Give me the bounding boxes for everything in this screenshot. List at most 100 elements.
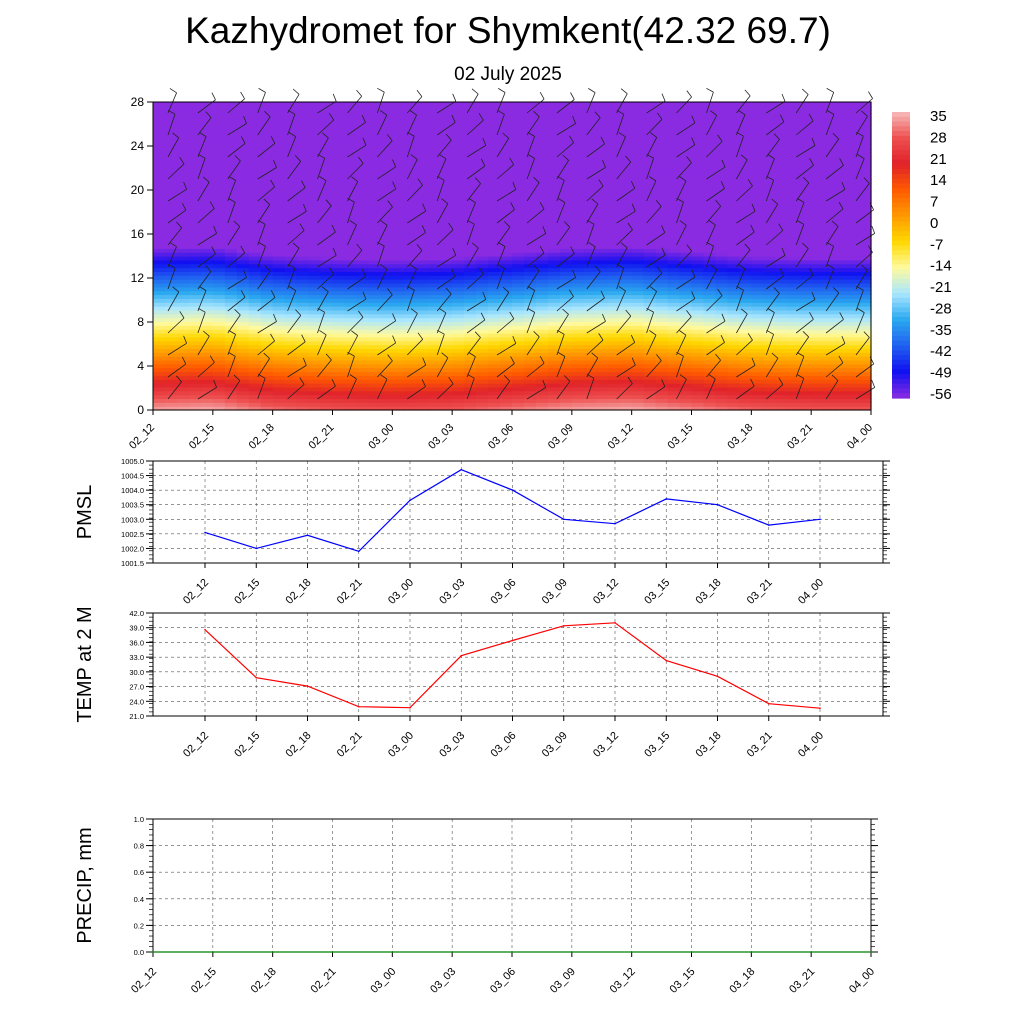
wind-barb xyxy=(167,227,183,246)
heatmap-cell xyxy=(332,148,346,153)
heatmap-cell xyxy=(464,121,477,126)
heatmap-cell xyxy=(559,205,573,211)
heatmap-cell xyxy=(535,375,549,380)
heatmap-cell xyxy=(667,309,681,315)
wind-barb xyxy=(197,362,215,378)
heatmap-cell xyxy=(571,406,585,411)
heatmap-cell xyxy=(523,352,537,357)
heatmap-cell xyxy=(823,167,836,172)
heatmap-cell xyxy=(164,121,178,126)
heatmap-cell xyxy=(176,248,190,253)
heatmap-cell xyxy=(200,125,214,130)
heatmap-cell xyxy=(655,329,669,334)
heatmap-cell xyxy=(799,105,812,111)
heatmap-cell xyxy=(811,263,824,269)
heatmap-cell xyxy=(643,294,657,299)
heatmap-cell xyxy=(703,406,717,411)
heatmap-cell xyxy=(428,306,441,311)
heatmap-cell xyxy=(811,117,824,122)
heatmap-cell xyxy=(679,356,693,361)
heatmap-cell xyxy=(847,406,860,411)
heatmap-cell xyxy=(787,171,800,176)
heatmap-cell xyxy=(583,132,597,138)
heatmap-cell xyxy=(380,275,393,280)
heatmap-cell xyxy=(200,359,214,365)
heatmap-cell xyxy=(859,279,872,284)
heatmap-cell xyxy=(655,136,669,142)
heatmap-cell xyxy=(248,217,262,222)
heatmap-cell xyxy=(404,117,417,122)
heatmap-cell xyxy=(176,359,190,365)
heatmap-cell xyxy=(559,125,573,130)
heatmap-cell xyxy=(380,125,393,130)
heatmap-cell xyxy=(835,125,848,130)
heatmap-cell xyxy=(188,236,202,242)
heatmap-cell xyxy=(619,402,633,407)
heatmap-cell xyxy=(332,163,346,169)
wind-barb-flag xyxy=(361,269,366,277)
heatmap-cell xyxy=(559,248,573,253)
heatmap-cell xyxy=(380,182,393,188)
wind-barb-flag xyxy=(303,203,307,212)
heatmap-cell xyxy=(284,309,298,315)
heatmap-cell xyxy=(164,175,178,180)
heatmap-cell xyxy=(416,217,429,222)
heatmap-cell xyxy=(691,352,705,357)
heatmap-cell xyxy=(512,232,525,238)
heatmap-cell xyxy=(763,132,776,138)
heatmap-cell xyxy=(691,232,705,238)
heatmap-cell xyxy=(176,125,190,130)
heatmap-cell xyxy=(751,406,764,411)
heatmap-cell xyxy=(763,144,776,149)
heatmap-cell xyxy=(284,128,298,134)
heatmap-cell xyxy=(392,344,405,349)
heatmap-cell xyxy=(703,267,717,272)
heatmap-cell xyxy=(260,398,274,403)
heatmap-cell xyxy=(452,406,465,411)
heatmap-cell xyxy=(595,271,609,276)
heatmap-cell xyxy=(859,167,872,172)
heatmap-cell xyxy=(392,340,405,346)
heatmap-cell xyxy=(835,109,848,115)
heatmap-cell xyxy=(284,267,298,272)
heatmap-cell xyxy=(823,229,836,234)
heatmap-cell xyxy=(751,248,764,253)
heatmap-cell xyxy=(679,267,693,272)
heatmap-cell xyxy=(655,336,669,342)
heatmap-cell xyxy=(416,383,429,388)
heatmap-cell xyxy=(751,194,764,199)
heatmap-cell xyxy=(787,263,800,269)
heatmap-cell xyxy=(787,252,800,257)
heatmap-cell xyxy=(667,102,681,107)
heatmap-cell xyxy=(715,356,728,361)
heatmap-cell xyxy=(404,167,417,172)
heatmap-cell xyxy=(392,282,405,288)
heatmap-cell xyxy=(739,186,752,192)
heatmap-cell xyxy=(571,386,585,392)
heatmap-cell xyxy=(559,386,573,392)
heatmap-cell xyxy=(440,167,453,172)
heatmap-cell xyxy=(799,290,812,296)
heatmap-cell xyxy=(715,263,728,269)
heatmap-cell xyxy=(715,259,728,265)
heatmap-cell xyxy=(368,294,381,299)
heatmap-cell xyxy=(476,236,489,242)
heatmap-cell xyxy=(643,256,657,261)
heatmap-cell xyxy=(176,317,190,323)
heatmap-cell xyxy=(847,356,860,361)
heatmap-cell xyxy=(703,144,717,149)
heatmap-cell xyxy=(667,344,681,349)
heatmap-cell xyxy=(416,128,429,134)
heatmap-cell xyxy=(440,225,453,230)
heatmap-cell xyxy=(176,229,190,234)
heatmap-cell xyxy=(440,128,453,134)
heatmap-cell xyxy=(631,333,645,338)
heatmap-cell xyxy=(153,109,166,115)
heatmap-cell xyxy=(272,352,286,357)
heatmap-cell xyxy=(703,367,717,373)
heatmap-cell xyxy=(488,402,501,407)
heatmap-cell xyxy=(583,294,597,299)
heatmap-cell xyxy=(224,267,238,272)
wind-barb-flag xyxy=(228,176,236,181)
heatmap-cell xyxy=(452,275,465,280)
